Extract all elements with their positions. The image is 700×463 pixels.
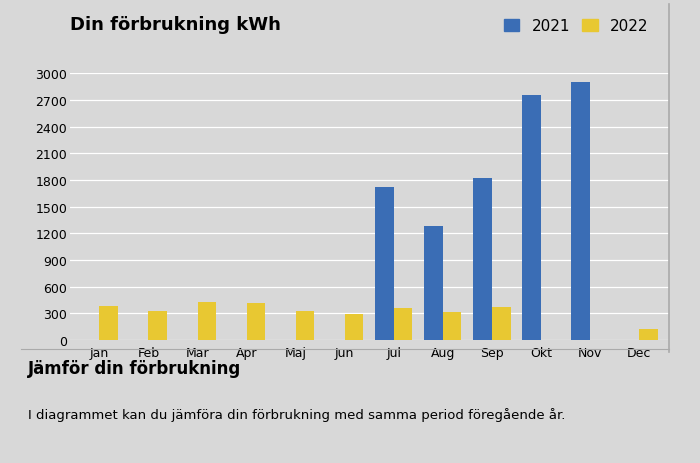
- Bar: [344, 314, 363, 340]
- Bar: [148, 311, 167, 340]
- Bar: [394, 308, 412, 340]
- Bar: [473, 179, 492, 340]
- Bar: [571, 83, 590, 340]
- Legend: 2021, 2022: 2021, 2022: [504, 19, 648, 34]
- Bar: [424, 227, 443, 340]
- Bar: [246, 303, 265, 340]
- Text: I diagrammet kan du jämföra din förbrukning med samma period föregående år.: I diagrammet kan du jämföra din förbrukn…: [28, 407, 566, 421]
- Bar: [197, 302, 216, 340]
- Bar: [295, 311, 314, 340]
- Bar: [492, 307, 510, 340]
- Bar: [375, 188, 394, 340]
- Text: Din förbrukning kWh: Din förbrukning kWh: [70, 16, 281, 34]
- Bar: [99, 307, 118, 340]
- Text: Jämför din förbrukning: Jämför din förbrukning: [28, 359, 242, 377]
- Bar: [639, 330, 658, 340]
- Bar: [443, 313, 461, 340]
- Bar: [522, 96, 541, 340]
